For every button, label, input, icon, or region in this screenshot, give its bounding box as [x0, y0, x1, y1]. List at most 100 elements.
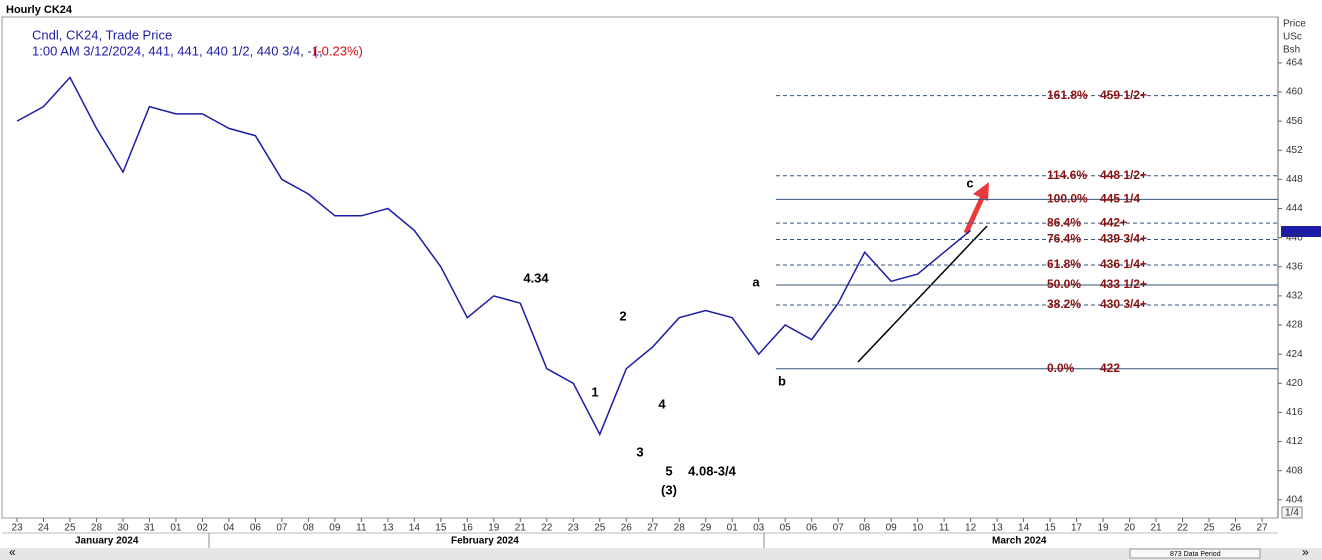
wave-label: 4	[658, 396, 666, 411]
subtitle: Cndl, CK24, Trade Price	[32, 27, 172, 42]
wave-label: a	[752, 274, 760, 289]
x-tick-label: 21	[515, 523, 527, 534]
fib-pct: 50.0%	[1047, 277, 1081, 291]
x-tick-label: 28	[674, 523, 686, 534]
x-tick-label: 22	[541, 523, 553, 534]
x-tick-label: 19	[1098, 523, 1110, 534]
price-line	[16, 76, 972, 437]
y-tick-label: 432	[1286, 291, 1303, 302]
x-tick-label: 12	[965, 523, 977, 534]
fib-label: 422	[1100, 361, 1120, 375]
x-tick-label: 09	[329, 523, 341, 534]
x-tick-label: 25	[1203, 523, 1215, 534]
x-tick-label: 11	[939, 523, 950, 534]
x-tick-label: 02	[197, 523, 209, 534]
fib-label: 445 1/4	[1100, 192, 1140, 206]
x-tick-label: 17	[1071, 523, 1083, 534]
y-tick-label: 404	[1286, 494, 1303, 505]
fib-pct: 161.8%	[1047, 88, 1088, 102]
x-tick-label: 23	[568, 523, 580, 534]
fib-label: 436 1/4+	[1100, 257, 1147, 271]
x-tick-label: 24	[38, 523, 50, 534]
x-tick-label: 04	[223, 523, 235, 534]
x-tick-label: 26	[1230, 523, 1242, 534]
x-tick-label: 27	[647, 523, 659, 534]
x-tick-label: 13	[992, 523, 1004, 534]
month-label: February 2024	[451, 536, 519, 547]
y-tick-label: 416	[1286, 407, 1303, 418]
wave-label: 2	[619, 308, 626, 323]
page[interactable]: 1/4	[1285, 508, 1299, 519]
wave-label: (3)	[661, 482, 677, 497]
wave-label: c	[966, 175, 973, 190]
x-tick-label: 15	[1045, 523, 1057, 534]
x-tick-label: 21	[1150, 523, 1162, 534]
axis-title: Bsh	[1283, 45, 1300, 56]
wave-label: 4.34	[523, 270, 549, 285]
scrollbar[interactable]	[0, 548, 1322, 560]
y-tick-label: 448	[1286, 174, 1303, 185]
y-tick-label: 424	[1286, 349, 1303, 360]
fib-label: 439 3/4+	[1100, 232, 1147, 246]
x-tick-label: 15	[435, 523, 447, 534]
wave-label: 1	[591, 384, 598, 399]
x-tick-label: 30	[117, 523, 129, 534]
plot-frame	[1, 16, 1279, 519]
scroll-right[interactable]: »	[1302, 545, 1309, 559]
x-tick-label: 14	[1018, 523, 1030, 534]
fib-label: 448 1/2+	[1100, 168, 1147, 182]
x-tick-label: 10	[912, 523, 924, 534]
fib-label: 433 1/2+	[1100, 277, 1147, 291]
y-tick-label: 452	[1286, 145, 1303, 156]
x-tick-label: 07	[276, 523, 288, 534]
info: 1:00 AM 3/12/2024, 441, 441, 440 1/2, 44…	[32, 43, 323, 58]
y-tick-label: 456	[1286, 116, 1303, 127]
last-price-marker	[1281, 226, 1321, 237]
x-tick-label: 06	[806, 523, 818, 534]
x-tick-label: 05	[780, 523, 792, 534]
y-tick-label: 460	[1286, 87, 1303, 98]
footer-box	[1129, 548, 1261, 559]
x-tick-label: 06	[250, 523, 262, 534]
axis-title: USc	[1283, 32, 1302, 43]
fib-pct: 100.0%	[1047, 192, 1088, 206]
fib-pct: 38.2%	[1047, 297, 1081, 311]
wave-label: 3	[636, 444, 643, 459]
y-tick-label: 420	[1286, 378, 1303, 389]
x-tick-label: 08	[859, 523, 871, 534]
wave-label: b	[778, 373, 786, 388]
arrow-head	[973, 182, 989, 201]
x-tick-label: 31	[144, 523, 156, 534]
x-tick-label: 08	[303, 523, 315, 534]
x-tick-label: 25	[64, 523, 76, 534]
x-tick-label: 01	[170, 523, 182, 534]
x-tick-label: 26	[621, 523, 633, 534]
wave-label: 5	[665, 463, 672, 478]
axis-title: Price	[1283, 19, 1306, 30]
x-tick-label: 14	[409, 523, 421, 534]
fib-label: 442+	[1100, 215, 1127, 229]
x-tick-label: 13	[382, 523, 394, 534]
fib-label: 430 3/4+	[1100, 297, 1147, 311]
page-box[interactable]	[1281, 506, 1303, 519]
x-tick-label: 29	[700, 523, 712, 534]
x-tick-label: 07	[833, 523, 845, 534]
trend-line	[857, 225, 988, 363]
wave-label: 4.08-3/4	[688, 463, 736, 478]
x-tick-label: 20	[1124, 523, 1136, 534]
x-tick-label: 09	[886, 523, 898, 534]
x-tick-label: 01	[727, 523, 739, 534]
scroll-left[interactable]: «	[9, 545, 16, 559]
x-tick-label: 25	[594, 523, 606, 534]
chart-title: Hourly CK24	[6, 4, 73, 16]
y-tick-label: 412	[1286, 436, 1303, 447]
x-tick-label: 03	[753, 523, 765, 534]
fib-pct: 86.4%	[1047, 215, 1081, 229]
month-label: March 2024	[992, 536, 1047, 547]
x-tick-label: 19	[488, 523, 500, 534]
y-tick-label: 440	[1286, 232, 1303, 243]
footer: 873 Data Period	[1170, 551, 1221, 558]
fib-pct: 76.4%	[1047, 232, 1081, 246]
fib-label: 459 1/2+	[1100, 88, 1147, 102]
